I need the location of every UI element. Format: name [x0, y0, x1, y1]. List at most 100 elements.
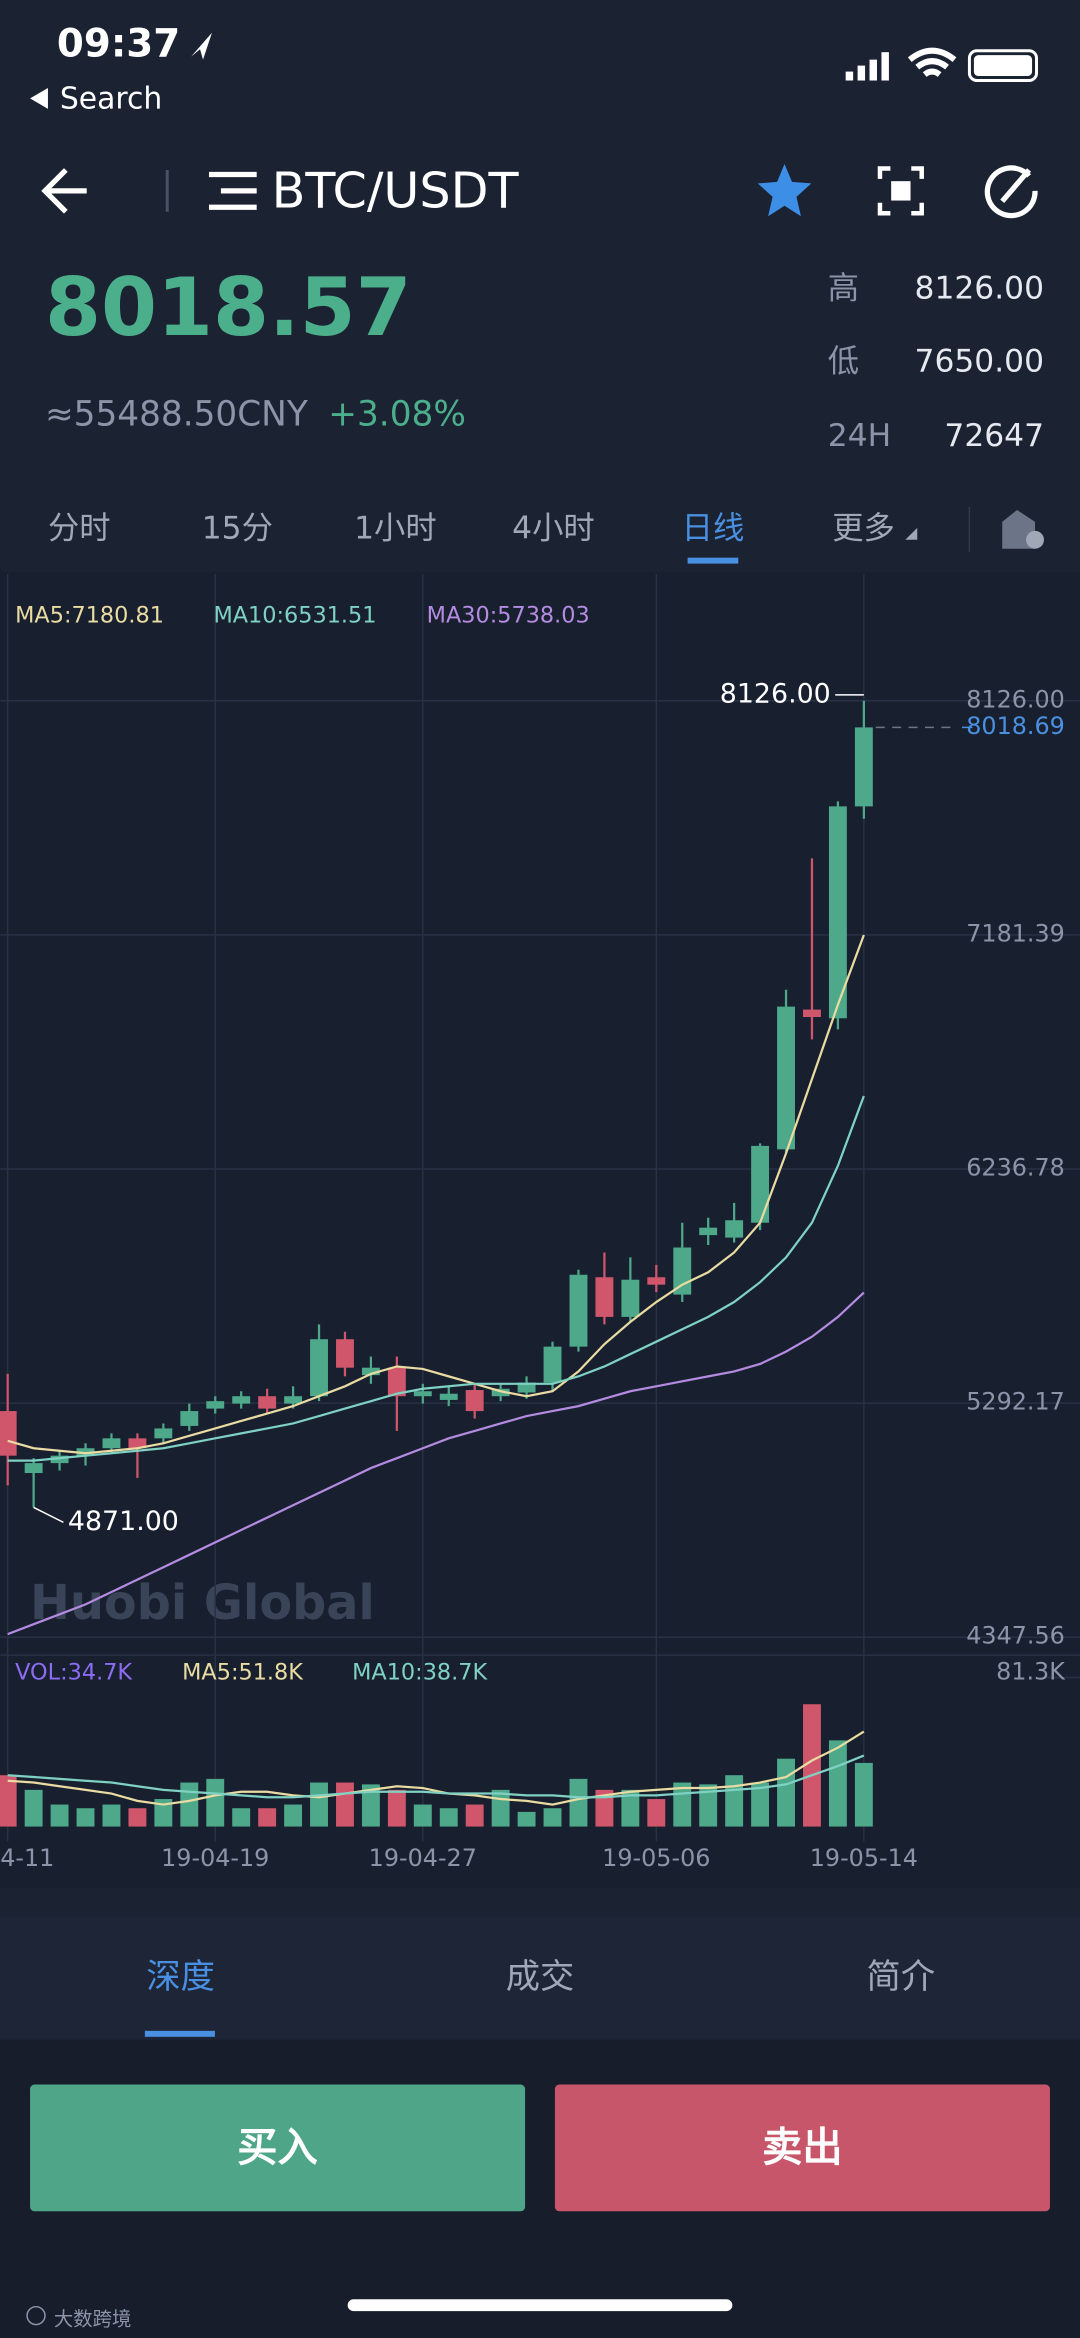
candle-body	[751, 1145, 770, 1223]
interval-tab[interactable]: 15分	[202, 510, 273, 546]
volume-bar	[128, 1808, 147, 1827]
back-triangle[interactable]	[30, 87, 48, 109]
back-button[interactable]	[41, 168, 87, 214]
signal-icon	[845, 52, 889, 81]
buy-button[interactable]	[30, 2084, 526, 2212]
buy-label[interactable]: 买入	[237, 2125, 318, 2171]
candle-body	[777, 1006, 795, 1150]
candle-body	[310, 1339, 328, 1397]
candle-body	[491, 1388, 510, 1397]
volume-bar	[154, 1799, 173, 1827]
candle-body	[76, 1448, 95, 1456]
volume-bar	[828, 1740, 847, 1827]
candle-body	[413, 1391, 432, 1397]
more-tab[interactable]: 更多	[832, 510, 895, 546]
legend-entry: VOL:34.7K	[15, 1659, 133, 1685]
candle-body	[154, 1428, 173, 1439]
volume-bar	[491, 1789, 510, 1827]
candle-body	[50, 1455, 69, 1464]
volume-bar	[76, 1808, 95, 1827]
volume-bar	[543, 1808, 562, 1827]
footer-watermark: 大数跨境	[54, 2308, 132, 2331]
candle-body	[439, 1393, 458, 1400]
y-tick-label: 4347.56	[966, 1622, 1065, 1650]
scan-icon[interactable]	[877, 166, 924, 216]
interval-tab[interactable]: 分时	[48, 510, 111, 546]
y-tick-label: 81.3K	[996, 1657, 1066, 1685]
candle-body	[595, 1277, 614, 1317]
volume-bar	[621, 1789, 640, 1827]
interval-tab[interactable]: 4小时	[512, 510, 595, 546]
legend-entry: MA10:38.7K	[352, 1659, 488, 1685]
low-label: 4871.00	[68, 1506, 179, 1537]
legend-entry: MA30:5738.03	[427, 602, 590, 628]
legend-entry: MA5:51.8K	[182, 1659, 304, 1685]
candle-body	[232, 1396, 251, 1404]
home-indicator	[347, 2299, 733, 2312]
cny-price: ≈55488.50CNY	[45, 395, 308, 435]
wifi-icon	[907, 47, 957, 77]
tab-underline	[687, 557, 739, 564]
sell-button[interactable]	[554, 2084, 1050, 2212]
volume-bar	[439, 1808, 458, 1827]
high-label: 8126.00	[720, 678, 831, 709]
candle-body	[725, 1220, 744, 1238]
sell-label[interactable]: 卖出	[762, 2125, 843, 2171]
volume-bar	[206, 1778, 225, 1827]
stat-label: 低	[828, 343, 859, 379]
location-icon	[191, 32, 212, 60]
bottom-tab-underline	[144, 2030, 215, 2037]
x-tick-label: 19-04-19	[161, 1844, 269, 1872]
volume-bar	[24, 1789, 43, 1827]
candle-body	[621, 1279, 640, 1317]
bottom-tabs-bg	[0, 1917, 1080, 2040]
back-to-search[interactable]: Search	[60, 81, 162, 116]
candle-body	[361, 1367, 380, 1376]
candle-body	[128, 1438, 147, 1449]
legend-entry: MA5:7180.81	[15, 602, 164, 628]
volume-bar	[854, 1762, 873, 1827]
battery-icon	[967, 49, 1039, 83]
volume-bar	[725, 1775, 744, 1827]
stats: 高 8126.00 低 7650.00 24H 72647	[828, 270, 1044, 454]
candle-body	[803, 1009, 821, 1018]
volume-bar	[361, 1784, 380, 1827]
candle-body	[465, 1390, 484, 1412]
x-tick-label: 19-05-06	[602, 1844, 710, 1872]
y-tick-label: 7181.39	[966, 919, 1065, 947]
volume-bar	[310, 1782, 328, 1827]
x-tick-label: 4-11	[0, 1844, 54, 1872]
candle-body	[336, 1339, 354, 1368]
favorite-star[interactable]	[757, 164, 812, 217]
volume-bar	[595, 1789, 614, 1827]
y-tick-label: 8126.00	[966, 685, 1065, 713]
stat-value: 8126.00	[915, 270, 1044, 306]
volume-bar	[751, 1782, 770, 1827]
pair-title[interactable]: BTC/USDT	[272, 161, 520, 219]
bottom-tab[interactable]: 简介	[867, 1957, 936, 1997]
candle-body	[0, 1411, 17, 1456]
y-tick-label: 5292.17	[966, 1388, 1065, 1416]
chart-area	[0, 572, 1080, 1888]
refresh-icon[interactable]	[984, 165, 1038, 219]
candle-body	[569, 1274, 588, 1347]
settings-gear[interactable]	[1026, 530, 1044, 549]
volume-bar	[777, 1758, 795, 1827]
interval-tab[interactable]: 1小时	[354, 510, 437, 546]
candle-body	[517, 1382, 536, 1393]
volume-bar	[699, 1784, 718, 1827]
footer-logo	[26, 2305, 46, 2326]
bottom-tab-active[interactable]: 深度	[146, 1957, 215, 1997]
menu-icon[interactable]	[208, 171, 257, 210]
volume-bar	[336, 1782, 354, 1827]
volume-bar	[50, 1804, 69, 1827]
stat-value: 72647	[944, 418, 1044, 454]
ma-line	[7, 1095, 865, 1462]
volume-ma-line	[7, 1730, 865, 1806]
interval-tab-active[interactable]: 日线	[682, 510, 745, 546]
change-percent: +3.08%	[328, 395, 466, 435]
volume-bar	[803, 1704, 821, 1827]
bottom-tab[interactable]: 成交	[506, 1957, 575, 1997]
